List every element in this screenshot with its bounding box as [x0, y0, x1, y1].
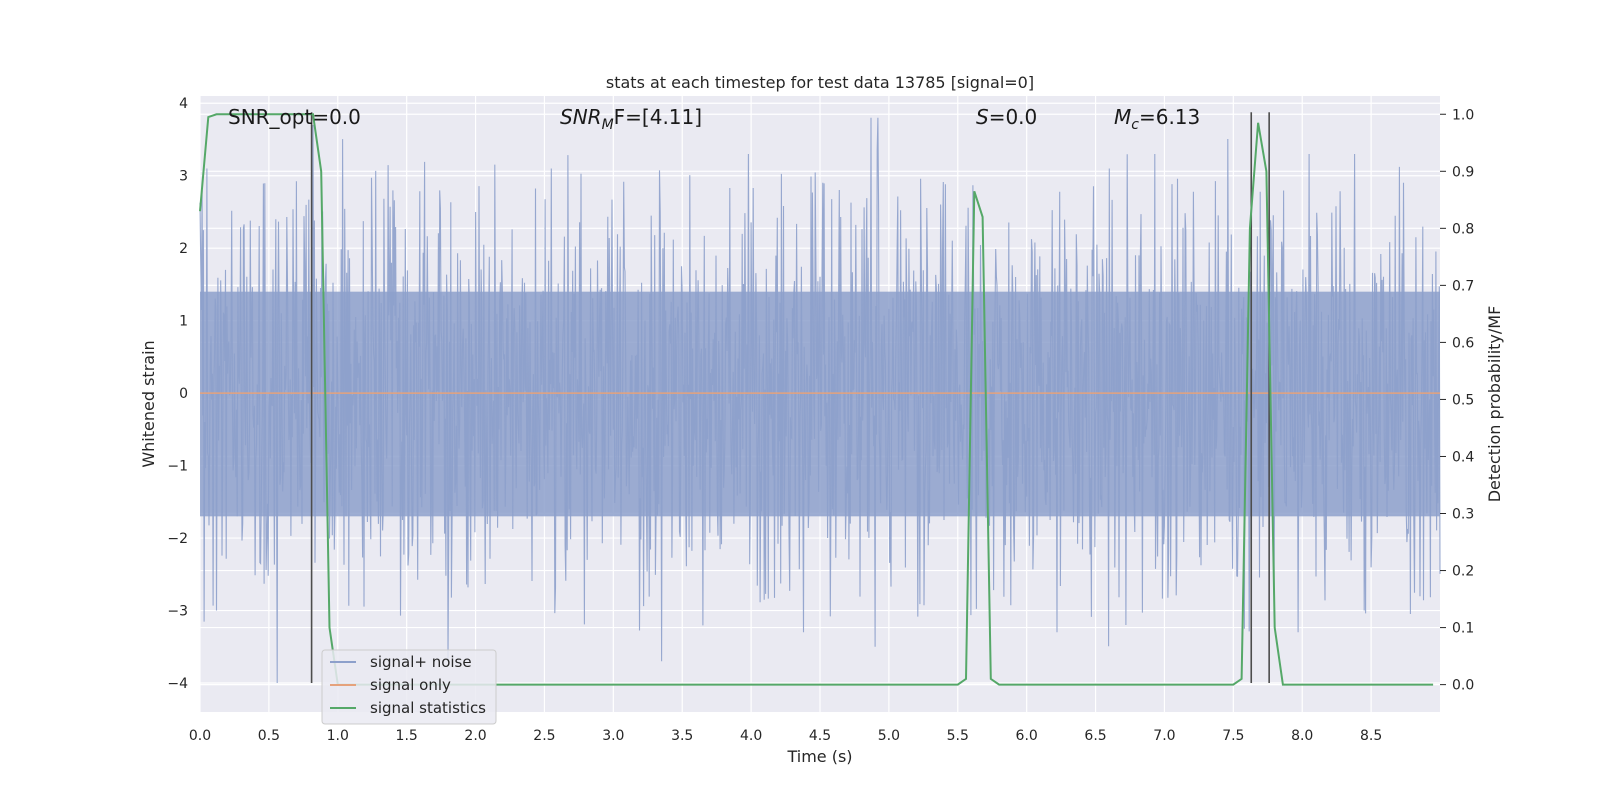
x-tick-label: 8.0	[1291, 728, 1313, 744]
x-tick-label: 5.5	[947, 728, 969, 744]
legend: signal+ noise signal only signal statist…	[321, 649, 497, 725]
x-tick-label: 6.0	[1016, 728, 1038, 744]
annotation-snr-mf-label: SNR	[560, 105, 602, 129]
x-axis-label: Time (s)	[786, 747, 852, 766]
legend-label-signal-statistics: signal statistics	[370, 699, 486, 717]
x-tick-label: 0.0	[189, 728, 211, 744]
annotation-snr-mf-rest: F=[4.11]	[614, 105, 702, 129]
legend-label-signal-only: signal only	[370, 676, 451, 694]
y2-tick-label: 0.3	[1452, 507, 1474, 523]
annotation-mc-value: =6.13	[1139, 105, 1200, 129]
legend-label-signal-noise: signal+ noise	[370, 653, 472, 671]
x-ticks: 0.0 0.5 1.0 1.5 2.0 2.5 3.0 3.5 4.0 4.5 5.0 5.5 6.0 6…	[189, 728, 1382, 744]
annotation-mc-sub: c	[1131, 117, 1139, 133]
x-tick-label: 4.5	[809, 728, 831, 744]
y2-tick-label: 0.6	[1452, 335, 1474, 351]
y2-axis-label: Detection probability/MF	[1485, 306, 1504, 503]
annotation-s-value: =0.0	[989, 105, 1038, 129]
x-tick-label: 0.5	[258, 728, 280, 744]
chart-title: stats at each timestep for test data 137…	[606, 73, 1034, 92]
y2-tick-label: 1.0	[1452, 107, 1474, 123]
y-tick-label: 1	[179, 314, 188, 330]
x-tick-label: 2.0	[464, 728, 486, 744]
y2-tick-label: 0.4	[1452, 449, 1474, 465]
annotation-mc: Mc=6.13	[1114, 105, 1200, 133]
y2-tick-label: 0.2	[1452, 564, 1474, 580]
y-tick-label: 3	[179, 169, 188, 185]
x-tick-label: 3.0	[602, 728, 624, 744]
annotation-mc-label: M	[1114, 105, 1131, 129]
y-tick-label: −4	[167, 676, 188, 692]
noise-line	[199, 117, 1441, 684]
y-tick-label: −1	[167, 459, 188, 475]
y2-tick-label: 0.9	[1452, 164, 1474, 180]
x-tick-label: 3.5	[671, 728, 693, 744]
y2-tick-label: 0.1	[1452, 621, 1474, 637]
x-tick-label: 8.5	[1360, 728, 1382, 744]
y-tick-label: 2	[179, 241, 188, 257]
x-tick-label: 5.0	[878, 728, 900, 744]
y-axis-label: Whitened strain	[139, 340, 158, 467]
y-tick-label: −3	[167, 604, 188, 620]
annotation-snr-mf-sub: M	[602, 117, 614, 133]
y2-tick-label: 0.8	[1452, 221, 1474, 237]
y2-ticks: 1.0 0.9 0.8 0.7 0.6 0.5 0.4 0.3 0.2 0.1 0.0	[1440, 107, 1474, 694]
x-tick-label: 1.5	[396, 728, 418, 744]
series-signal-noise	[199, 117, 1441, 684]
y2-tick-label: 0.0	[1452, 678, 1474, 694]
annotation-snr-mf: SNRMF=[4.11]	[560, 105, 702, 133]
x-tick-label: 4.0	[740, 728, 762, 744]
y-tick-label: 0	[179, 386, 188, 402]
annotation-snr-opt: SNR_opt=0.0	[228, 105, 361, 129]
annotation-s: S=0.0	[976, 105, 1037, 129]
y2-tick-label: 0.5	[1452, 392, 1474, 408]
signal-statistics-line	[199, 113, 1434, 686]
legend-box	[321, 649, 497, 725]
y-tick-label: 4	[179, 96, 188, 112]
y-ticks: 4 3 2 1 0 −1 −2 −3 −4	[167, 96, 188, 692]
annotation-s-label: S	[976, 105, 989, 129]
x-tick-label: 7.5	[1222, 728, 1244, 744]
series-signal-statistics	[199, 113, 1434, 686]
x-tick-label: 2.5	[533, 728, 555, 744]
x-tick-label: 6.5	[1084, 728, 1106, 744]
x-tick-label: 7.0	[1153, 728, 1175, 744]
x-tick-label: 1.0	[327, 728, 349, 744]
y2-tick-label: 0.7	[1452, 278, 1474, 294]
y-tick-label: −2	[167, 531, 188, 547]
